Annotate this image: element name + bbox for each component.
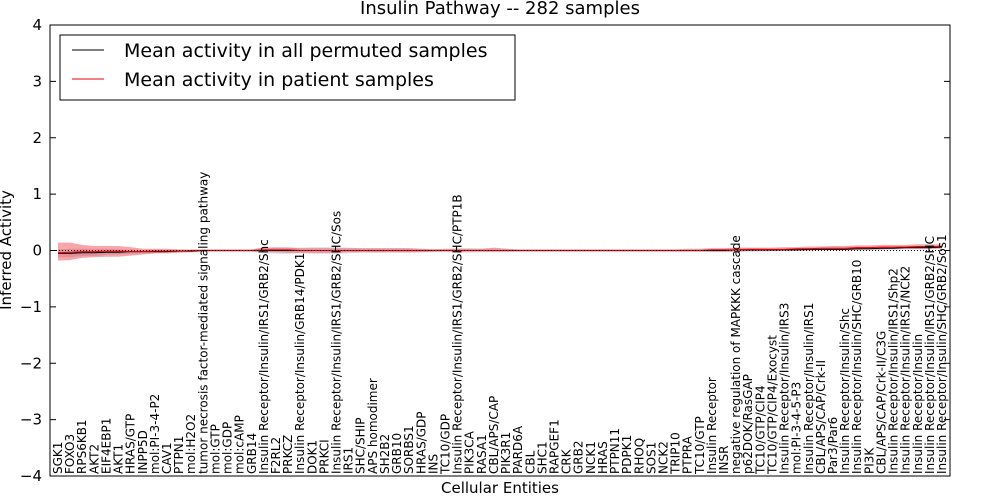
- x-category-label: mol:PI-3-4-P2: [148, 394, 162, 474]
- x-category-label: SH2B2: [378, 434, 392, 474]
- x-category-label: CBL/APS/CAP/Crk-II/C3G: [874, 331, 888, 474]
- x-category-label: PTPN1: [172, 436, 186, 474]
- y-tick-label: −1: [20, 298, 42, 316]
- legend: Mean activity in all permuted samples Me…: [59, 34, 516, 101]
- x-category-label: Insulin Receptor/Insulin/GRB14/PDK1: [293, 253, 307, 474]
- x-category-label: mol:cAMP: [233, 415, 247, 474]
- y-tick-label: 3: [32, 72, 42, 90]
- legend-box: [59, 34, 516, 101]
- x-category-label: Insulin Receptor/Insulin/IRS1/GRB2/SHC/P…: [451, 194, 465, 474]
- band-series-0: [58, 245, 942, 258]
- x-category-label: DOK1: [305, 440, 319, 474]
- x-category-label: FOXO3: [63, 434, 77, 474]
- band-series-1: [58, 242, 942, 261]
- x-category-label: Insulin Receptor/Insulin/IRS3: [778, 303, 792, 474]
- x-category-label: PDPK1: [620, 435, 634, 474]
- x-category-label: TC10/GTP: [693, 416, 707, 475]
- x-category-label: RAPGEF1: [547, 419, 561, 474]
- x-category-label: PRKCI: [317, 439, 331, 474]
- x-category-label: NCK2: [656, 441, 670, 474]
- x-category-label: PTPN11: [608, 428, 622, 474]
- x-category-label: HRAS/GTP: [124, 414, 138, 474]
- y-tick-label: −3: [20, 411, 42, 429]
- x-axis-label: Cellular Entities: [441, 479, 559, 497]
- legend-label-permuted: Mean activity in all permuted samples: [124, 40, 487, 62]
- x-category-label: AKT2: [87, 444, 101, 474]
- x-category-label: INPP5D: [136, 430, 150, 474]
- y-tick-label: −2: [20, 354, 42, 372]
- x-category-label: GRB2: [572, 440, 586, 474]
- x-category-label: TC10/GDP: [439, 414, 453, 475]
- x-category-label: APS homodimer: [366, 378, 380, 474]
- y-axis-ticks: −4 −3 −2 −1 0 1 2 3 4: [20, 16, 950, 485]
- y-tick-label: 1: [32, 185, 42, 203]
- x-category-label: HRAS: [596, 441, 610, 474]
- y-tick-label: 0: [32, 242, 42, 260]
- x-category-label: TC10/GTP/CIP4: [753, 385, 767, 475]
- y-tick-label: −4: [20, 467, 42, 485]
- x-category-label: SHC1: [535, 441, 549, 474]
- x-category-label: SOS1: [644, 442, 658, 474]
- x-category-label: Insulin Receptor/Insulin/SHC/GRB2/Sos1: [935, 234, 949, 474]
- x-category-label: AKT1: [112, 444, 126, 474]
- x-category-label: PIK3R1: [499, 432, 513, 474]
- x-category-label: GRB14: [245, 433, 259, 474]
- confidence-bands: [58, 242, 942, 261]
- x-category-label: GRB10: [390, 433, 404, 474]
- x-category-label: SGK1: [51, 442, 65, 474]
- x-category-label: p62DOK/RasGAP: [741, 374, 755, 474]
- x-category-label: PIK3CA: [463, 430, 477, 474]
- chart-title: Insulin Pathway -- 282 samples: [360, 0, 640, 19]
- x-category-label: PI3K: [862, 447, 876, 474]
- x-category-label: PRKCZ: [281, 435, 295, 474]
- x-category-label: tumor necrosis factor-mediated signaling…: [196, 172, 210, 474]
- x-category-label: CBL/APS/CAP: [487, 396, 501, 474]
- legend-label-patient: Mean activity in patient samples: [124, 69, 434, 91]
- x-category-label: CRK: [560, 448, 574, 474]
- y-tick-label: 4: [32, 16, 42, 34]
- x-category-label: F2RL2: [269, 437, 283, 474]
- x-category-label: TC10/GTP/CIP4/Exocyst: [765, 335, 779, 475]
- x-category-label: Par3/Par6: [826, 417, 840, 474]
- x-category-label: Insulin Receptor/Insulin/IRS1/GRB2/SHC: [923, 236, 937, 474]
- x-category-label: negative regulation of MAPKKK cascade: [729, 235, 743, 474]
- x-category-label: RHOQ: [632, 438, 646, 474]
- x-category-label: Insulin Receptor/Insulin/Shc: [838, 308, 852, 474]
- y-axis-label: Inferred Activity: [0, 190, 15, 310]
- x-category-label: Insulin Receptor/Insulin/IRS1/NCK2: [899, 266, 913, 474]
- y-tick-label: 2: [32, 129, 42, 147]
- x-category-label: INS: [426, 454, 440, 474]
- x-category-label: Insulin Receptor/Insulin: [911, 334, 925, 474]
- x-category-label: NCK1: [584, 441, 598, 474]
- plot-frame: [49, 24, 951, 477]
- x-category-label: Insulin Receptor/Insulin/IRS1: [802, 303, 816, 474]
- x-category-label: SORBS1: [402, 425, 416, 474]
- x-category-label: PARD6A: [511, 425, 525, 474]
- x-category-label: mol:PI-3-4-5-P3: [790, 382, 804, 474]
- x-category-label: mol:H2O2: [184, 414, 198, 474]
- x-category-label: INSR: [717, 446, 731, 474]
- x-category-label: EIF4EBP1: [99, 418, 113, 474]
- x-category-label: Insulin Receptor: [705, 377, 719, 474]
- x-category-label: mol:GTP: [208, 424, 222, 474]
- x-category-label: CBL/APS/CAP/Crk-II: [814, 360, 828, 474]
- x-category-label: IRS1: [342, 447, 356, 474]
- x-category-label: HRAS/GDP: [414, 411, 428, 474]
- x-category-label: CBL: [523, 450, 537, 474]
- x-category-label: RASA1: [475, 434, 489, 474]
- x-category-label: Insulin Receptor/Insulin/IRS1/GRB2/SHC/S…: [330, 211, 344, 474]
- x-category-label: Insulin Receptor/Insulin/SHC/GRB10: [850, 260, 864, 474]
- x-category-label: SHC/SHIP: [354, 418, 368, 474]
- x-category-label: mol:GDP: [221, 422, 235, 474]
- x-category-label: Insulin Receptor/Insulin/IRS1/Shp2: [887, 268, 901, 474]
- x-category-labels: SGK1FOXO3RPS6KB1AKT2EIF4EBP1AKT1HRAS/GTP…: [51, 172, 949, 475]
- x-category-label: PTPRA: [681, 435, 695, 474]
- x-category-label: Insulin Receptor/Insulin/IRS1/GRB2/Shc: [257, 239, 271, 474]
- x-category-label: CAV1: [160, 442, 174, 474]
- x-category-label: TRIP10: [669, 432, 683, 475]
- x-category-label: RPS6KB1: [75, 419, 89, 474]
